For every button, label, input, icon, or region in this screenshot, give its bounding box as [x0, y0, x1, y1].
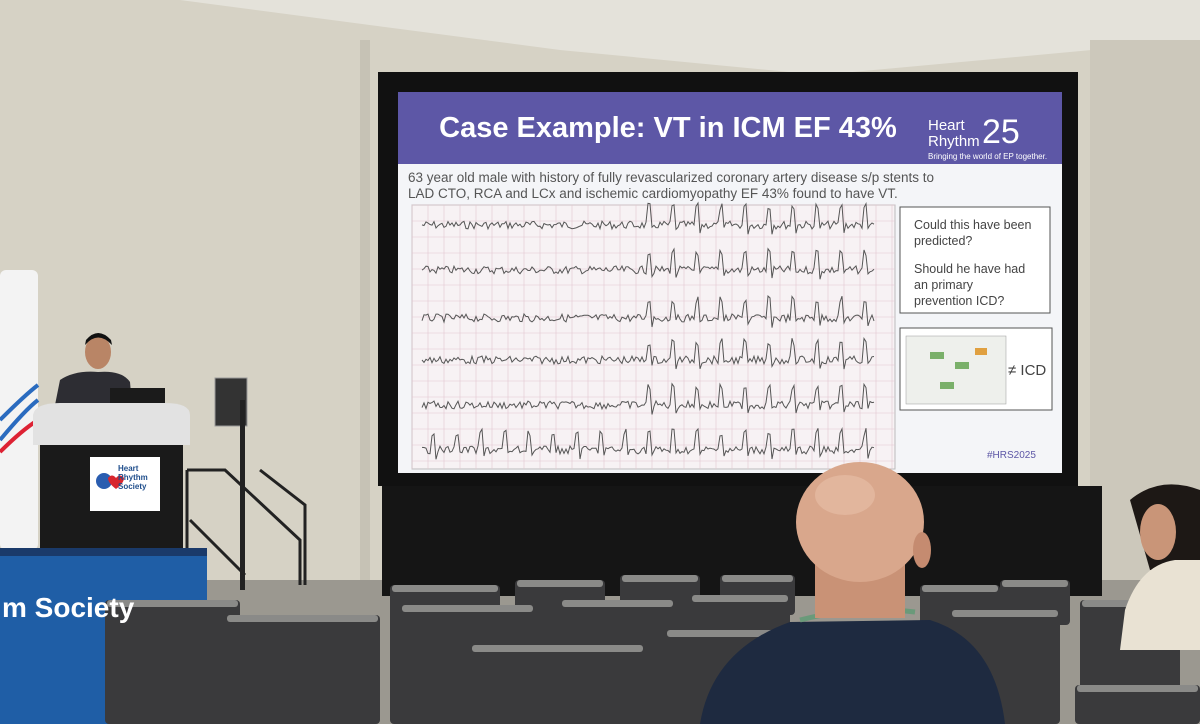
man-ear: [913, 532, 931, 568]
flow-node: [930, 352, 944, 359]
banner-swoosh: [0, 383, 40, 442]
flowchart-thumbnail: [905, 335, 1007, 405]
stair-railing: [185, 468, 307, 585]
ecg-trace: [421, 382, 875, 415]
ceiling: [180, 0, 1200, 75]
blue-banner-top: [0, 548, 207, 556]
man-head-highlight: [815, 475, 875, 515]
chair-back: [1075, 685, 1200, 724]
flow-node: [940, 382, 954, 389]
chair-frame: [1077, 685, 1198, 692]
chair-frame: [1002, 580, 1068, 587]
slide-description: 63 year old male with history of fully r…: [408, 170, 934, 201]
logo-year: 25: [982, 113, 1020, 151]
woman-shirt: [1120, 560, 1200, 650]
flow-node: [975, 348, 987, 355]
hashtag: #HRS2025: [987, 450, 1036, 461]
wall-edge: [360, 40, 370, 600]
chairs: [105, 575, 1200, 724]
logo-rhythm: Rhythm: [928, 133, 980, 150]
flowchart-label: ≠ ICD: [1008, 362, 1047, 379]
podium-logo-globe: [96, 473, 112, 489]
monitor-pole: [240, 400, 245, 590]
podium-logo-text: Heart Rhythm Society: [118, 464, 148, 491]
ecg-trace: [421, 294, 875, 328]
standing-banner: [0, 270, 38, 550]
slide-title-bar: [398, 92, 1062, 164]
chair-back: [225, 615, 380, 724]
question: Could this have been predicted?: [914, 218, 1032, 248]
laptop: [110, 388, 165, 404]
chair-back: [105, 600, 240, 724]
logo-tagline: Bringing the world of EP together.: [928, 152, 1048, 161]
ecg-trace: [421, 336, 875, 370]
chair-frame: [402, 605, 533, 612]
speaker-hair: [85, 333, 112, 345]
chair-frame: [622, 575, 698, 582]
ecg-trace: [421, 427, 875, 460]
slide-title: Case Example: VT in ICM EF 43%: [439, 112, 897, 144]
logo-heart: Heart: [928, 117, 965, 134]
chair-frame: [692, 595, 788, 602]
chair-frame: [562, 600, 673, 607]
chair-frame: [472, 645, 643, 652]
chair-frame: [107, 600, 238, 607]
banner-text: m Society: [2, 592, 135, 623]
question-box: [899, 206, 1051, 314]
woman-face: [1140, 504, 1176, 560]
ecg-background: [411, 204, 896, 470]
chair-back: [470, 645, 645, 724]
chair-frame: [922, 585, 998, 592]
speaker-head: [85, 335, 111, 369]
ecg-trace: [421, 247, 875, 280]
chair-frame: [952, 610, 1058, 617]
man-jacket: [700, 620, 1005, 724]
chair-frame: [517, 580, 603, 587]
chair-frame: [667, 630, 783, 637]
question: Should he have had an primary prevention…: [914, 262, 1026, 308]
chair-frame: [722, 575, 793, 582]
ecg-trace: [421, 201, 875, 235]
chair-frame: [227, 615, 378, 622]
ecg-strip: [411, 201, 896, 470]
chair-frame: [392, 585, 498, 592]
podium-top: [33, 403, 190, 445]
podium-logo-heart: [108, 475, 124, 489]
flow-node: [955, 362, 969, 369]
